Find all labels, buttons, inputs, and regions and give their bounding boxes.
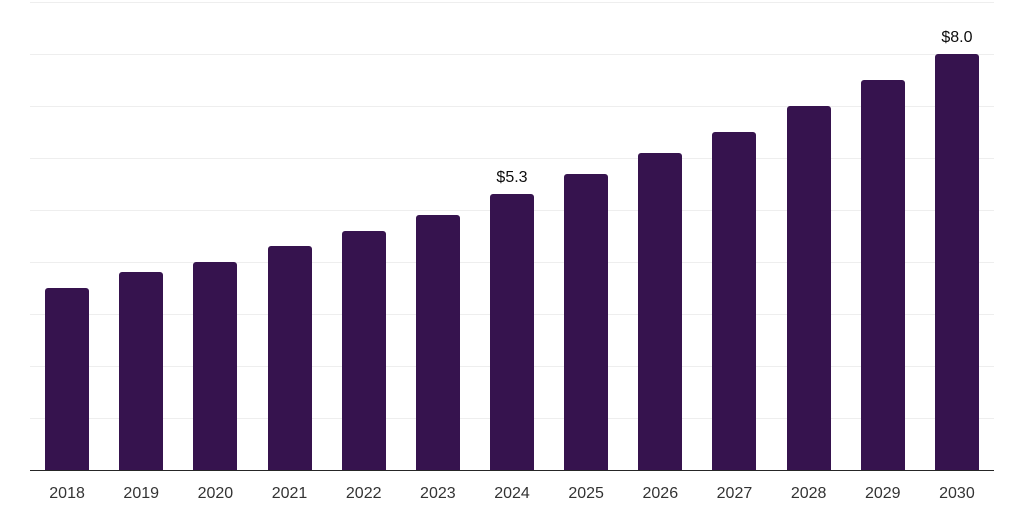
x-tick-label-2030: 2030 (939, 485, 975, 502)
gridline (30, 2, 994, 3)
x-tick-label-2021: 2021 (271, 485, 308, 502)
gridline (30, 158, 994, 159)
bar-2023 (415, 215, 460, 470)
x-tick-label-2025: 2025 (568, 485, 604, 502)
x-tick-label-2023: 2023 (420, 485, 456, 502)
x-tick-label-2024: 2024 (494, 485, 530, 502)
bar-2021 (267, 246, 312, 470)
gridline (30, 106, 994, 107)
bar-2028 (786, 106, 831, 470)
bar-value-label-2024: $5.3 (496, 169, 528, 187)
bar-2018 (45, 288, 90, 470)
x-tick-label-2026: 2026 (642, 485, 679, 502)
x-tick-label-2027: 2027 (716, 485, 753, 502)
x-tick-label-2018: 2018 (49, 485, 85, 502)
x-tick-label-2022: 2022 (345, 485, 382, 502)
bar-2022 (341, 230, 386, 470)
bar-2029 (860, 80, 905, 470)
bar-2020 (193, 262, 238, 470)
bar-2024 (490, 194, 534, 470)
x-axis-line (30, 470, 994, 471)
bar-2030 (934, 54, 979, 470)
plot-area (30, 2, 994, 470)
gridline (30, 54, 994, 55)
x-tick-label-2019: 2019 (123, 485, 160, 502)
bar-value-label-2030: $8.0 (941, 29, 973, 46)
x-tick-label-2029: 2029 (864, 485, 901, 502)
bar-2026 (638, 152, 683, 470)
bar-2019 (119, 272, 164, 470)
bar-2027 (712, 132, 757, 470)
x-tick-label-2020: 2020 (197, 485, 234, 502)
bar-2025 (564, 173, 609, 470)
x-tick-label-2028: 2028 (790, 485, 827, 502)
